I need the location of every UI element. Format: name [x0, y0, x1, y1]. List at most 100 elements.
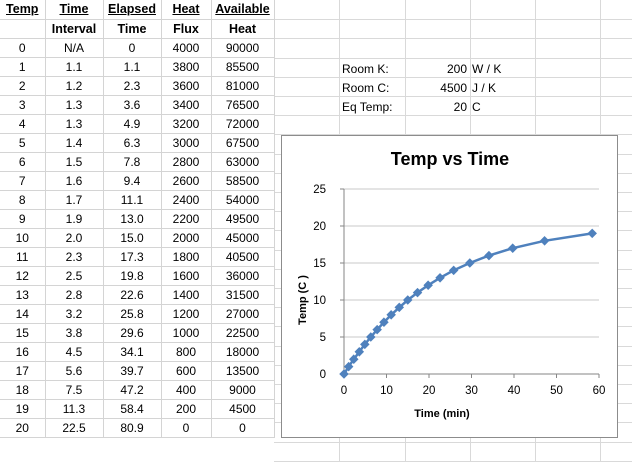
chart-container[interactable]: Temp vs Time 0 5 10 15 20 25 0 10 20 30 40 50 60 Tem… [281, 135, 618, 438]
column-header[interactable]: Heat [161, 0, 212, 20]
table-cell[interactable]: 4000 [161, 38, 212, 58]
table-cell[interactable]: 2600 [161, 171, 212, 191]
table-cell[interactable]: 4500 [211, 399, 275, 419]
table-cell[interactable]: 18 [0, 380, 46, 400]
table-cell[interactable]: 81000 [211, 76, 275, 96]
table-cell[interactable]: 8 [0, 190, 46, 210]
table-cell[interactable]: 400 [161, 380, 212, 400]
param-unit-room-k[interactable]: W / K [472, 62, 502, 76]
param-label-room-k[interactable]: Room K: [342, 62, 389, 76]
table-cell[interactable]: 7 [0, 171, 46, 191]
column-header[interactable] [0, 19, 46, 39]
column-header[interactable]: Time [45, 0, 104, 20]
table-cell[interactable]: 3800 [161, 57, 212, 77]
table-cell[interactable]: 2000 [161, 228, 212, 248]
table-cell[interactable]: 54000 [211, 190, 275, 210]
table-cell[interactable]: 17.3 [103, 247, 162, 267]
table-cell[interactable]: 40500 [211, 247, 275, 267]
table-cell[interactable]: 3.6 [103, 95, 162, 115]
table-cell[interactable]: 2.8 [45, 285, 104, 305]
table-cell[interactable]: 58500 [211, 171, 275, 191]
table-cell[interactable]: 2.3 [45, 247, 104, 267]
table-cell[interactable]: 7.5 [45, 380, 104, 400]
table-cell[interactable]: 4 [0, 114, 46, 134]
table-cell[interactable]: 3400 [161, 95, 212, 115]
table-cell[interactable]: 58.4 [103, 399, 162, 419]
column-header[interactable]: Available [211, 0, 275, 20]
table-cell[interactable]: 19 [0, 399, 46, 419]
param-unit-room-c[interactable]: J / K [472, 81, 497, 95]
table-cell[interactable]: 7.8 [103, 152, 162, 172]
table-cell[interactable]: 2 [0, 76, 46, 96]
table-cell[interactable]: 6.3 [103, 133, 162, 153]
table-cell[interactable]: 600 [161, 361, 212, 381]
table-cell[interactable]: 3.2 [45, 304, 104, 324]
table-cell[interactable]: 36000 [211, 266, 275, 286]
table-cell[interactable]: 0 [211, 418, 275, 438]
table-cell[interactable]: 13 [0, 285, 46, 305]
table-cell[interactable]: 45000 [211, 228, 275, 248]
table-cell[interactable]: 31500 [211, 285, 275, 305]
param-value-room-c[interactable]: 4500 [440, 81, 467, 95]
param-unit-eq-temp[interactable]: C [472, 100, 481, 114]
column-header[interactable]: Flux [161, 19, 212, 39]
table-cell[interactable]: 67500 [211, 133, 275, 153]
table-cell[interactable]: 11.3 [45, 399, 104, 419]
table-cell[interactable]: 1800 [161, 247, 212, 267]
table-cell[interactable]: 63000 [211, 152, 275, 172]
table-cell[interactable]: 1.3 [45, 95, 104, 115]
table-cell[interactable]: 19.8 [103, 266, 162, 286]
table-cell[interactable]: 1 [0, 57, 46, 77]
param-value-room-k[interactable]: 200 [446, 62, 467, 76]
table-cell[interactable]: 80.9 [103, 418, 162, 438]
column-header[interactable]: Temp [0, 0, 46, 20]
param-value-eq-temp[interactable]: 20 [453, 100, 467, 114]
table-cell[interactable]: 6 [0, 152, 46, 172]
table-cell[interactable]: 1.3 [45, 114, 104, 134]
table-cell[interactable]: 2200 [161, 209, 212, 229]
table-cell[interactable]: 3000 [161, 133, 212, 153]
table-cell[interactable]: 200 [161, 399, 212, 419]
table-cell[interactable]: 5 [0, 133, 46, 153]
param-label-eq-temp[interactable]: Eq Temp: [342, 100, 393, 114]
table-cell[interactable]: 17 [0, 361, 46, 381]
table-cell[interactable]: 47.2 [103, 380, 162, 400]
table-cell[interactable]: 90000 [211, 38, 275, 58]
table-cell[interactable]: 29.6 [103, 323, 162, 343]
table-cell[interactable]: 16 [0, 342, 46, 362]
table-cell[interactable]: 1600 [161, 266, 212, 286]
table-cell[interactable]: 18000 [211, 342, 275, 362]
table-cell[interactable]: 2.0 [45, 228, 104, 248]
table-cell[interactable]: 11 [0, 247, 46, 267]
table-cell[interactable]: 9.4 [103, 171, 162, 191]
table-cell[interactable]: 34.1 [103, 342, 162, 362]
table-cell[interactable]: 72000 [211, 114, 275, 134]
table-cell[interactable]: 9 [0, 209, 46, 229]
table-cell[interactable]: 3200 [161, 114, 212, 134]
table-cell[interactable]: 2800 [161, 152, 212, 172]
table-cell[interactable]: 4.9 [103, 114, 162, 134]
table-cell[interactable]: 1200 [161, 304, 212, 324]
table-cell[interactable]: 11.1 [103, 190, 162, 210]
table-cell[interactable]: 0 [0, 38, 46, 58]
table-cell[interactable]: 1400 [161, 285, 212, 305]
table-cell[interactable]: 15.0 [103, 228, 162, 248]
table-cell[interactable]: 14 [0, 304, 46, 324]
column-header[interactable]: Time [103, 19, 162, 39]
table-cell[interactable]: 27000 [211, 304, 275, 324]
table-cell[interactable]: 25.8 [103, 304, 162, 324]
table-cell[interactable]: 20 [0, 418, 46, 438]
table-cell[interactable]: 1.6 [45, 171, 104, 191]
table-cell[interactable]: 39.7 [103, 361, 162, 381]
table-cell[interactable]: N/A [45, 38, 104, 58]
table-cell[interactable]: 1.7 [45, 190, 104, 210]
table-cell[interactable]: 1.5 [45, 152, 104, 172]
table-cell[interactable]: 22.5 [45, 418, 104, 438]
table-cell[interactable]: 3 [0, 95, 46, 115]
table-cell[interactable]: 800 [161, 342, 212, 362]
table-cell[interactable]: 9000 [211, 380, 275, 400]
table-cell[interactable]: 1.4 [45, 133, 104, 153]
table-cell[interactable]: 76500 [211, 95, 275, 115]
table-cell[interactable]: 13.0 [103, 209, 162, 229]
table-cell[interactable]: 12 [0, 266, 46, 286]
